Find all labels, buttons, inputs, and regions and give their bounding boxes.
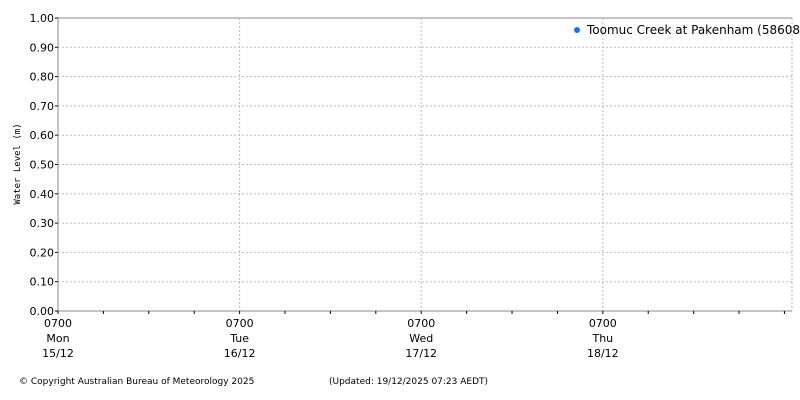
y-tick-label: 0.70: [30, 100, 55, 113]
x-tick-day: Wed: [409, 332, 433, 345]
x-tick-date: 16/12: [224, 347, 256, 360]
x-tick-time: 0700: [226, 317, 254, 330]
y-axis: 0.00 0.10 0.20 0.30 0.40 0.50 0.60 0.70 0.80 0.90…: [30, 12, 59, 318]
x-tick-date: 17/12: [405, 347, 437, 360]
legend: Toomuc Creek at Pakenham (586082): [574, 23, 800, 37]
legend-marker: [574, 27, 580, 33]
copyright: © Copyright Australian Bureau of Meteoro…: [19, 377, 254, 387]
legend-label: Toomuc Creek at Pakenham (586082): [586, 23, 800, 37]
grid: [58, 17, 793, 311]
y-tick-label: 1.00: [30, 12, 55, 25]
y-tick-label: 0.10: [30, 276, 55, 289]
y-axis-label: Water Level (m): [13, 123, 23, 204]
x-tick-date: 15/12: [42, 347, 74, 360]
y-tick-label: 0.30: [30, 217, 55, 230]
y-tick-label: 0.20: [30, 246, 55, 259]
x-tick-time: 0700: [407, 317, 435, 330]
x-tick-day: Thu: [591, 332, 613, 345]
x-tick-time: 0700: [589, 317, 617, 330]
y-tick-label: 0.40: [30, 188, 55, 201]
x-axis: 0700 Mon 15/12 0700 Tue 16/12 0700 Wed 17/12 0700…: [42, 310, 792, 360]
x-tick-date: 18/12: [587, 347, 619, 360]
x-tick-time: 0700: [44, 317, 72, 330]
x-tick-day: Mon: [46, 332, 69, 345]
updated-timestamp: (Updated: 19/12/2025 07:23 AEDT): [329, 377, 488, 387]
y-tick-label: 0.00: [30, 305, 55, 318]
y-tick-label: 0.50: [30, 159, 55, 172]
y-tick-label: 0.90: [30, 41, 55, 54]
x-tick-day: Tue: [229, 332, 249, 345]
y-tick-label: 0.60: [30, 129, 55, 142]
y-tick-label: 0.80: [30, 71, 55, 84]
